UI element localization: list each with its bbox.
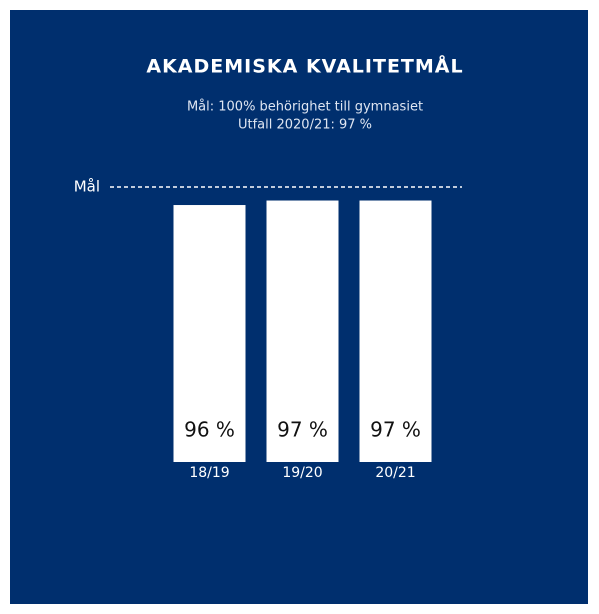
value-label: 97 %: [370, 418, 421, 442]
x-tick-label: 20/21: [375, 465, 415, 481]
bar: [173, 205, 246, 463]
value-label: 97 %: [277, 418, 328, 442]
value-label: 96 %: [184, 418, 235, 442]
subtitle: Mål: 100% behörighet till gymnasiet: [187, 100, 423, 115]
bar: [266, 200, 339, 462]
bar: [359, 200, 432, 462]
x-tick-label: 18/19: [189, 465, 229, 481]
chart-title: AKADEMISKA KVALITETMÅL: [146, 54, 463, 78]
subtitle: Utfall 2020/21: 97 %: [238, 118, 372, 133]
target-label: Mål: [74, 178, 100, 196]
x-tick-label: 19/20: [282, 465, 322, 481]
